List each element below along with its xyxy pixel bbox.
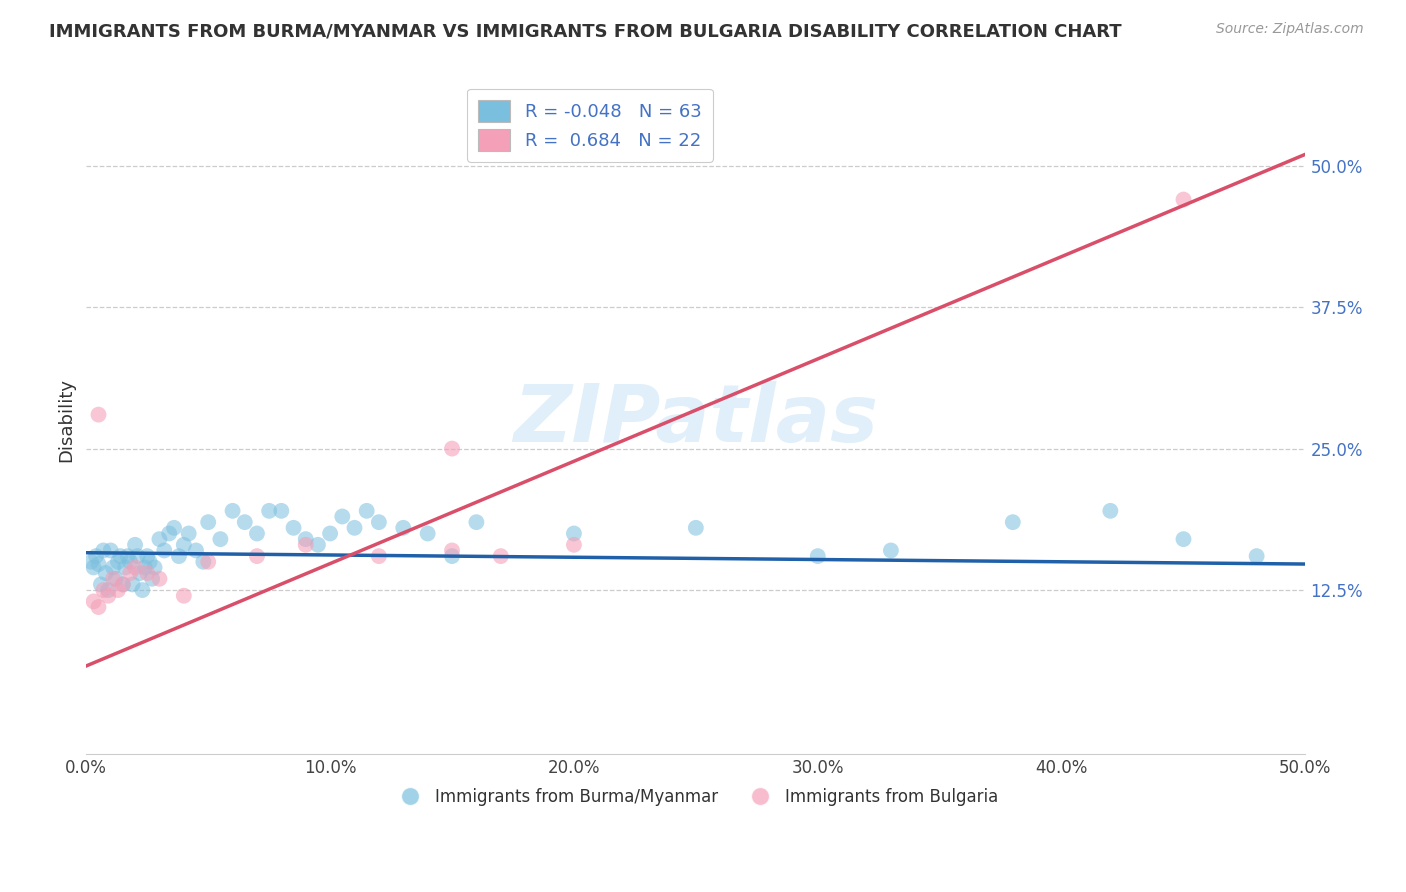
Point xyxy=(131,583,153,598)
Point xyxy=(80,555,103,569)
Point xyxy=(111,577,134,591)
Point xyxy=(367,549,389,563)
Point xyxy=(209,532,232,546)
Point xyxy=(283,521,305,535)
Point xyxy=(1099,504,1122,518)
Point xyxy=(440,543,463,558)
Point xyxy=(319,526,342,541)
Point xyxy=(124,560,146,574)
Point xyxy=(356,504,378,518)
Point xyxy=(167,549,190,563)
Point xyxy=(221,504,243,518)
Text: ZIPatlas: ZIPatlas xyxy=(513,381,879,459)
Point xyxy=(107,555,129,569)
Point xyxy=(416,526,439,541)
Point xyxy=(143,560,166,574)
Point xyxy=(367,515,389,529)
Point xyxy=(440,442,463,456)
Text: IMMIGRANTS FROM BURMA/MYANMAR VS IMMIGRANTS FROM BULGARIA DISABILITY CORRELATION: IMMIGRANTS FROM BURMA/MYANMAR VS IMMIGRA… xyxy=(49,22,1122,40)
Point xyxy=(121,577,143,591)
Point xyxy=(562,526,585,541)
Point xyxy=(153,543,176,558)
Point xyxy=(157,526,180,541)
Point xyxy=(87,408,110,422)
Point xyxy=(120,566,142,580)
Point xyxy=(562,538,585,552)
Point xyxy=(1173,532,1195,546)
Point xyxy=(87,600,110,615)
Point xyxy=(246,549,269,563)
Point xyxy=(138,555,160,569)
Point xyxy=(136,566,159,580)
Point xyxy=(97,583,120,598)
Point xyxy=(233,515,256,529)
Point xyxy=(114,560,136,574)
Point xyxy=(1246,549,1268,563)
Point xyxy=(807,549,830,563)
Point xyxy=(148,572,170,586)
Point xyxy=(184,543,207,558)
Point xyxy=(880,543,903,558)
Point xyxy=(193,555,215,569)
Point xyxy=(392,521,415,535)
Point xyxy=(101,572,124,586)
Point xyxy=(343,521,366,535)
Point xyxy=(163,521,186,535)
Point xyxy=(177,526,200,541)
Point xyxy=(1001,515,1024,529)
Point xyxy=(173,538,195,552)
Point xyxy=(124,538,146,552)
Point xyxy=(134,560,156,574)
Point xyxy=(120,555,142,569)
Point xyxy=(148,532,170,546)
Point xyxy=(93,583,115,598)
Point xyxy=(83,594,105,608)
Point xyxy=(90,577,112,591)
Point xyxy=(93,543,115,558)
Point xyxy=(101,560,124,574)
Point xyxy=(1173,193,1195,207)
Point xyxy=(100,543,122,558)
Point xyxy=(246,526,269,541)
Point xyxy=(307,538,329,552)
Point xyxy=(94,566,117,580)
Point xyxy=(197,555,219,569)
Point xyxy=(97,589,120,603)
Point xyxy=(465,515,488,529)
Point xyxy=(141,572,163,586)
Point xyxy=(685,521,707,535)
Point xyxy=(440,549,463,563)
Point xyxy=(489,549,512,563)
Point xyxy=(127,549,149,563)
Point xyxy=(136,549,159,563)
Point xyxy=(117,549,139,563)
Point xyxy=(294,532,316,546)
Point xyxy=(173,589,195,603)
Y-axis label: Disability: Disability xyxy=(58,378,75,462)
Point xyxy=(84,549,107,563)
Point xyxy=(294,538,316,552)
Point xyxy=(257,504,280,518)
Point xyxy=(83,560,105,574)
Point xyxy=(197,515,219,529)
Point xyxy=(270,504,292,518)
Point xyxy=(129,566,152,580)
Legend: Immigrants from Burma/Myanmar, Immigrants from Bulgaria: Immigrants from Burma/Myanmar, Immigrant… xyxy=(387,781,1005,813)
Point xyxy=(111,577,134,591)
Point xyxy=(104,572,127,586)
Point xyxy=(110,549,132,563)
Text: Source: ZipAtlas.com: Source: ZipAtlas.com xyxy=(1216,22,1364,37)
Point xyxy=(87,557,110,571)
Point xyxy=(330,509,353,524)
Point xyxy=(107,583,129,598)
